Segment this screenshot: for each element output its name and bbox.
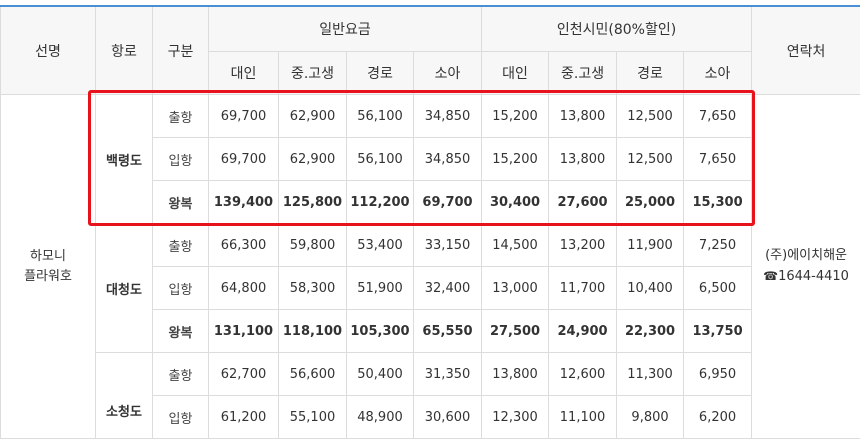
fare-cell: 32,400 (412, 266, 483, 310)
ship-name-line1: 하모니 (30, 248, 66, 264)
ship-name-cell: 하모니 플라워호 (0, 94, 96, 439)
fare-cell: 48,900 (346, 395, 414, 439)
table-row: 입항 69,700 62,900 56,100 34,850 15,200 13… (1, 137, 860, 181)
fare-cell: 131,100 (208, 309, 279, 353)
fare-cell: 11,100 (548, 395, 618, 439)
trip-type: 출항 (152, 352, 209, 396)
fare-cell: 62,700 (208, 352, 279, 396)
header-incheon-child: 소아 (683, 51, 753, 95)
fare-cell: 55,100 (278, 395, 347, 439)
ship-name-line2: 플라워호 (24, 268, 72, 284)
contact-company: (주)에이치해운 (765, 248, 847, 263)
fare-cell: 50,400 (346, 352, 414, 396)
fare-cell: 139,400 (208, 180, 279, 224)
header-general-child: 소아 (412, 51, 483, 95)
fare-cell: 58,300 (278, 266, 347, 310)
fare-cell: 69,700 (208, 94, 279, 138)
fare-cell: 11,700 (548, 266, 618, 310)
fare-cell: 7,650 (683, 137, 753, 181)
fare-cell: 11,900 (616, 223, 685, 267)
header-route: 항로 (95, 5, 153, 95)
route-name: 백령도 (95, 94, 153, 224)
header-incheon-senior: 경로 (616, 51, 685, 95)
fare-cell: 56,100 (346, 137, 414, 181)
fare-cell: 34,850 (412, 137, 483, 181)
header-general-student: 중.고생 (278, 51, 347, 95)
fare-cell: 61,200 (208, 395, 279, 439)
fare-table: 선명 항로 구분 일반요금 인천시민(80%할인) 연락처 대인 중.고생 경로… (0, 5, 860, 439)
fare-cell: 15,200 (481, 137, 550, 181)
fare-cell: 56,600 (278, 352, 347, 396)
fare-cell: 69,700 (412, 180, 483, 224)
fare-cell: 24,900 (548, 309, 618, 353)
fare-cell: 13,800 (548, 137, 618, 181)
fare-cell: 6,200 (683, 395, 753, 439)
fare-cell: 12,500 (616, 94, 685, 138)
header-general-adult: 대인 (208, 51, 279, 95)
table-row: 대청도 출항 66,300 59,800 53,400 33,150 14,50… (1, 223, 860, 353)
fare-cell: 6,500 (683, 266, 753, 310)
fare-cell: 64,800 (208, 266, 279, 310)
trip-type: 출항 (152, 223, 209, 267)
header-incheon-student: 중.고생 (548, 51, 618, 95)
header-type: 구분 (152, 5, 209, 95)
fare-cell: 53,400 (346, 223, 414, 267)
fare-cell: 51,900 (346, 266, 414, 310)
fare-cell: 69,700 (208, 137, 279, 181)
route-name: 소청도 (95, 352, 153, 439)
fare-cell: 30,600 (412, 395, 483, 439)
fare-cell: 22,300 (616, 309, 685, 353)
fare-cell: 33,150 (412, 223, 483, 267)
fare-cell: 15,200 (481, 94, 550, 138)
fare-cell: 66,300 (208, 223, 279, 267)
fare-cell: 13,800 (548, 94, 618, 138)
fare-cell: 12,600 (548, 352, 618, 396)
fare-cell: 7,250 (683, 223, 753, 267)
contact-cell: (주)에이치해운 ☎1644-4410 (751, 94, 860, 439)
fare-cell: 15,300 (683, 180, 753, 224)
phone-icon: ☎ (763, 269, 779, 283)
fare-cell: 31,350 (412, 352, 483, 396)
fare-cell: 62,900 (278, 137, 347, 181)
trip-type: 입항 (152, 395, 209, 439)
header-incheon-adult: 대인 (481, 51, 550, 95)
fare-cell: 13,200 (548, 223, 618, 267)
contact-phone: 1644-4410 (778, 269, 849, 284)
fare-cell: 59,800 (278, 223, 347, 267)
header-general-senior: 경로 (346, 51, 414, 95)
table-row: 왕복 139,400 125,800 112,200 69,700 30,400… (1, 180, 860, 224)
fare-cell: 7,650 (683, 94, 753, 138)
route-name: 대청도 (95, 223, 153, 353)
trip-type: 입항 (152, 137, 209, 181)
header-ship: 선명 (0, 5, 96, 95)
fare-cell: 14,500 (481, 223, 550, 267)
fare-cell: 10,400 (616, 266, 685, 310)
table-row: 입항 61,200 55,100 48,900 30,600 12,300 11… (1, 395, 860, 439)
fare-cell: 65,550 (412, 309, 483, 353)
highlight-box (88, 90, 755, 226)
fare-cell: 9,800 (616, 395, 685, 439)
trip-type: 왕복 (152, 180, 209, 224)
fare-cell: 118,100 (278, 309, 347, 353)
header-incheon-fare: 인천시민(80%할인) (481, 5, 753, 52)
fare-cell: 13,000 (481, 266, 550, 310)
trip-type: 왕복 (152, 309, 209, 353)
fare-cell: 12,300 (481, 395, 550, 439)
fare-cell: 11,300 (616, 352, 685, 396)
fare-cell: 13,800 (481, 352, 550, 396)
header-contact: 연락처 (751, 5, 860, 95)
fare-cell: 6,950 (683, 352, 753, 396)
fare-cell: 13,750 (683, 309, 753, 353)
fare-cell: 112,200 (346, 180, 414, 224)
header-general-fare: 일반요금 (207, 5, 483, 52)
table-row: 하모니 플라워호 백령도 출항 69,700 62,900 56,100 34,… (0, 94, 860, 439)
fare-cell: 27,600 (548, 180, 618, 224)
trip-type: 입항 (152, 266, 209, 310)
fare-cell: 27,500 (481, 309, 550, 353)
table-row: 소청도 출항 62,700 56,600 50,400 31,350 13,80… (1, 352, 860, 439)
table-row: 왕복 131,100 118,100 105,300 65,550 27,500… (1, 309, 860, 353)
fare-cell: 105,300 (346, 309, 414, 353)
